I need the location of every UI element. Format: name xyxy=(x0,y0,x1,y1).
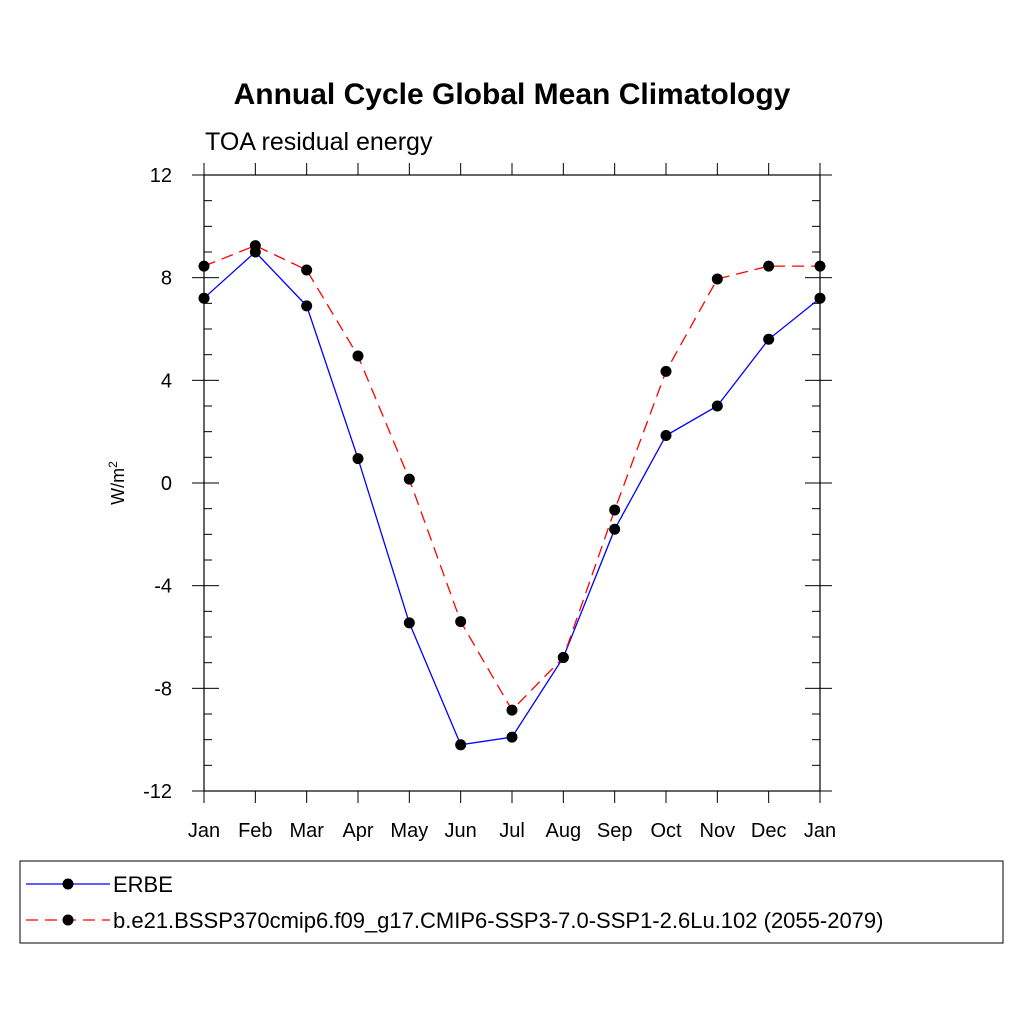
series-1-point xyxy=(609,504,621,516)
series-0-point xyxy=(660,430,672,442)
series-0-point xyxy=(814,292,826,304)
series-0-point xyxy=(711,400,723,412)
y-tick-label: -12 xyxy=(143,781,172,803)
series-1-point xyxy=(660,365,672,377)
x-tick-label: Dec xyxy=(751,820,787,842)
y-tick-label: 0 xyxy=(161,473,172,495)
x-tick-label: Jan xyxy=(804,820,836,842)
plot-frame xyxy=(203,174,821,792)
y-tick-label: -4 xyxy=(154,576,172,598)
y-axis-label: W/m2 xyxy=(106,461,128,505)
series-line-1 xyxy=(203,244,820,712)
x-tick-label: Jul xyxy=(499,820,525,842)
x-tick-label: Jan xyxy=(188,820,220,842)
y-tick-label: -8 xyxy=(154,678,172,700)
axis-ticks: -12 -8 -4 0 4 8 12 Jan Feb Mar Apr May Jun Jul Aug Sep O… xyxy=(143,163,836,842)
x-tick-label: Sep xyxy=(597,820,633,842)
series-0-point xyxy=(455,739,467,751)
series-1-point xyxy=(198,260,210,272)
y-axis-label-base: W/m xyxy=(108,468,128,505)
series-1-point xyxy=(506,704,518,716)
legend-label-0: ERBE xyxy=(113,872,173,897)
series-0-point xyxy=(403,617,415,629)
series-0-point xyxy=(506,731,518,743)
legend-label-1: b.e21.BSSP370cmip6.f09_g17.CMIP6-SSP3-7.… xyxy=(113,908,883,933)
series-0-point xyxy=(609,523,621,535)
legend: ERBE b.e21.BSSP370cmip6.f09_g17.CMIP6-SSP… xyxy=(26,872,883,933)
x-tick-label: Feb xyxy=(238,820,272,842)
series-1-point xyxy=(455,616,467,628)
y-tick-label: 4 xyxy=(161,370,172,392)
series-0-point xyxy=(198,292,210,304)
x-tick-label: Nov xyxy=(700,820,736,842)
series-1-point xyxy=(352,350,364,362)
series-0-point xyxy=(301,300,313,312)
x-tick-label: Jun xyxy=(445,820,477,842)
chart-subtitle: TOA residual energy xyxy=(205,128,433,156)
series-0-point xyxy=(763,333,775,345)
x-tick-label: Oct xyxy=(650,820,682,842)
y-axis-label-exponent: 2 xyxy=(106,461,120,468)
series-line-0 xyxy=(203,251,821,746)
series-0-point xyxy=(352,453,364,465)
y-tick-label: 12 xyxy=(150,165,172,187)
series-1-point xyxy=(557,652,569,664)
legend-marker-1 xyxy=(62,914,74,926)
chart-title: Annual Cycle Global Mean Climatology xyxy=(234,78,791,111)
series-1-point xyxy=(403,473,415,485)
series-1-point xyxy=(814,260,826,272)
x-tick-label: Mar xyxy=(289,820,324,842)
series-1-point xyxy=(763,260,775,272)
legend-box xyxy=(19,860,1004,944)
x-tick-label: Aug xyxy=(546,820,582,842)
series-1-point xyxy=(301,264,313,276)
series-1-point xyxy=(711,273,723,285)
y-tick-label: 8 xyxy=(161,268,172,290)
series-layer xyxy=(198,240,826,751)
legend-marker-0 xyxy=(62,878,74,890)
x-tick-label: May xyxy=(390,820,428,842)
series-1-point xyxy=(249,240,261,252)
x-tick-label: Apr xyxy=(342,820,373,842)
